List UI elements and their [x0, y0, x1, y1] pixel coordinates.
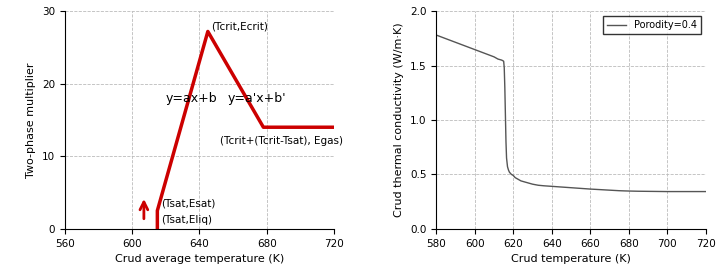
X-axis label: Crud temperature (K): Crud temperature (K): [511, 254, 631, 264]
Porodity=0.4: [498, 59, 507, 62]
Text: y=ax+b: y=ax+b: [166, 92, 217, 105]
Porodity=0.4: [701, 190, 710, 193]
Text: y=a'x+b': y=a'x+b': [228, 92, 287, 105]
X-axis label: Crud average temperature (K): Crud average temperature (K): [114, 254, 284, 264]
Text: (Tcrit+(Tcrit-Tsat), Egas): (Tcrit+(Tcrit-Tsat), Egas): [220, 136, 343, 146]
Porodity=0.4: [644, 190, 652, 193]
Text: (Tsat,Esat): (Tsat,Esat): [161, 198, 215, 208]
Text: (Tsat,Eliq): (Tsat,Eliq): [161, 215, 212, 225]
Line: Porodity=0.4: Porodity=0.4: [436, 35, 706, 192]
Porodity=0.4: [524, 181, 533, 185]
Porodity=0.4: [528, 182, 537, 186]
Y-axis label: Crud thermal conductivity (W/m·K): Crud thermal conductivity (W/m·K): [395, 23, 405, 217]
Legend: Porodity=0.4: Porodity=0.4: [603, 16, 701, 34]
Y-axis label: Two-phase multiplier: Two-phase multiplier: [27, 62, 37, 178]
Porodity=0.4: [432, 33, 441, 37]
Text: (Tcrit,Ecrit): (Tcrit,Ecrit): [211, 21, 268, 32]
Porodity=0.4: [595, 188, 604, 191]
Porodity=0.4: [540, 184, 549, 187]
Porodity=0.4: [663, 190, 672, 193]
